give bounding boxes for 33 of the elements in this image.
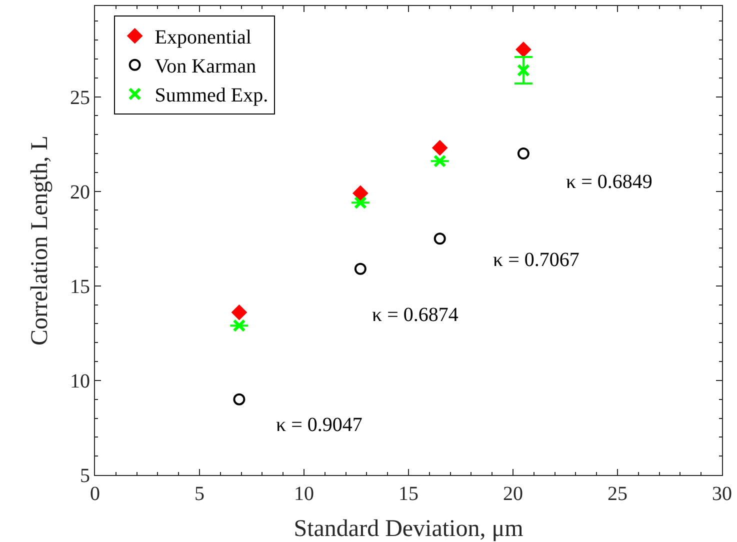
x-tick-label: 15 bbox=[398, 483, 418, 505]
annotation: κ = 0.6874 bbox=[372, 304, 458, 326]
point bbox=[432, 140, 448, 156]
x-tick-label: 10 bbox=[294, 483, 314, 505]
y-tick-label: 25 bbox=[70, 86, 90, 109]
point bbox=[352, 186, 368, 201]
point bbox=[354, 262, 366, 275]
point bbox=[232, 319, 246, 332]
x-tick-label: 20 bbox=[503, 483, 523, 505]
x-tick-label: 25 bbox=[608, 483, 628, 505]
y-tick-label: 15 bbox=[70, 276, 90, 298]
x-axis-title: Standard Deviation, μm bbox=[294, 516, 524, 542]
annotation: κ = 0.7067 bbox=[493, 249, 580, 271]
x-tick-label: 30 bbox=[712, 483, 732, 505]
point bbox=[517, 148, 530, 160]
legend-label: Exponential bbox=[154, 26, 252, 49]
legend-label: Summed Exp. bbox=[154, 84, 268, 107]
point bbox=[354, 196, 367, 210]
point bbox=[434, 232, 446, 245]
y-axis-title: Correlation Length, L bbox=[27, 136, 54, 346]
annotation: κ = 0.9047 bbox=[276, 414, 362, 436]
point bbox=[516, 64, 530, 77]
point bbox=[232, 304, 247, 320]
y-tick-label: 5 bbox=[80, 465, 90, 487]
x-tick-label: 5 bbox=[194, 483, 204, 505]
legend-label: Von Karman bbox=[154, 56, 256, 78]
x-tick-label: 0 bbox=[90, 483, 100, 505]
annotation: κ = 0.6849 bbox=[566, 171, 652, 193]
y-tick-label: 20 bbox=[70, 181, 90, 204]
point bbox=[516, 42, 531, 57]
point bbox=[433, 154, 446, 168]
point bbox=[233, 393, 246, 406]
y-tick-label: 10 bbox=[70, 370, 90, 392]
